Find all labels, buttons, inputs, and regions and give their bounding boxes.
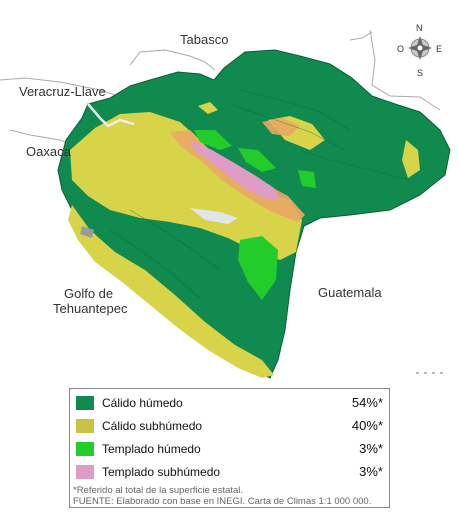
label-golfo-line2: Tehuantepec: [53, 301, 128, 316]
legend-item: Templado subhúmedo 3%*: [76, 463, 383, 481]
scale-dots: [416, 372, 443, 374]
legend-label: Templado subhúmedo: [102, 465, 221, 479]
legend-percent: 54%*: [351, 395, 383, 410]
zone-templado-humedo: [194, 130, 316, 300]
legend: Cálido húmedo 54%* Cálido subhúmedo 40%*…: [69, 388, 390, 508]
legend-swatch: [76, 396, 94, 410]
legend-source: FUENTE: Elaborado con base en INEGI. Car…: [73, 496, 372, 507]
legend-percent: 40%*: [351, 418, 383, 433]
river: [87, 103, 135, 128]
compass-rose: [408, 36, 432, 60]
compass-east-label: E: [436, 44, 443, 54]
legend-swatch: [76, 442, 94, 456]
label-guatemala: Guatemala: [318, 285, 382, 300]
label-tabasco: Tabasco: [180, 32, 229, 47]
legend-swatch: [76, 465, 94, 479]
zone-templado-subhumedo: [190, 140, 280, 200]
legend-label: Cálido húmedo: [102, 396, 183, 410]
legend-item: Templado húmedo 3%*: [76, 440, 383, 458]
compass-west-label: O: [397, 44, 405, 54]
label-veracruz: Veracruz-Llave: [19, 84, 106, 99]
legend-footnote: *Referido al total de la superficie esta…: [73, 485, 244, 496]
relief-lines: [109, 89, 411, 299]
compass-south-label: S: [417, 68, 424, 78]
legend-swatch: [76, 419, 94, 433]
label-golfo-line1: Golfo de: [64, 286, 114, 301]
legend-item: Cálido subhúmedo 40%*: [76, 417, 383, 435]
reservoir: [190, 208, 238, 224]
legend-label: Templado húmedo: [102, 442, 201, 456]
legend-percent: 3%*: [359, 441, 383, 456]
coastal-lagoon: [80, 226, 94, 238]
legend-label: Cálido subhúmedo: [102, 419, 203, 433]
state-borders: [0, 29, 441, 151]
label-oaxaca: Oaxaca: [26, 144, 71, 159]
compass-north-label: N: [416, 23, 423, 33]
legend-percent: 3%*: [359, 464, 383, 479]
legend-item: Cálido húmedo 54%*: [76, 394, 383, 412]
